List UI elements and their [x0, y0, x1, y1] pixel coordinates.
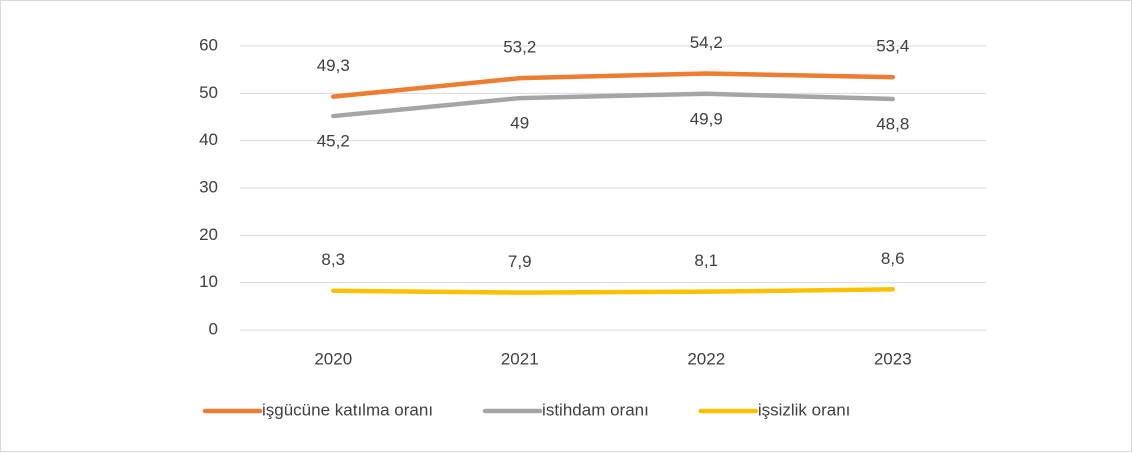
y-tick-label: 20	[199, 225, 218, 244]
x-tick-label: 2023	[874, 349, 912, 368]
series-line	[331, 91, 895, 119]
y-tick-label: 60	[199, 35, 218, 54]
data-label: 49	[510, 114, 529, 133]
y-tick-label: 0	[209, 319, 218, 338]
y-tick-label: 10	[199, 272, 218, 291]
data-label: 8,6	[881, 249, 905, 268]
y-tick-label: 50	[199, 83, 218, 102]
x-tick-label: 2020	[314, 349, 352, 368]
data-label: 45,2	[317, 132, 350, 151]
data-label: 53,4	[876, 37, 909, 56]
data-label: 49,9	[690, 109, 723, 128]
data-label: 7,9	[508, 252, 532, 271]
data-label: 54,2	[690, 33, 723, 52]
x-tick-label: 2021	[501, 349, 539, 368]
y-tick-label: 30	[199, 177, 218, 196]
legend-label: işgücüne katılma oranı	[262, 400, 433, 419]
series-line	[331, 287, 895, 295]
legend-label: işsizlik oranı	[758, 400, 851, 419]
data-label: 48,8	[876, 114, 909, 133]
series-line	[331, 71, 895, 99]
data-label: 49,3	[317, 56, 350, 75]
x-tick-label: 2022	[687, 349, 725, 368]
y-tick-label: 40	[199, 130, 218, 149]
data-label: 8,3	[321, 250, 345, 269]
legend-label: istihdam oranı	[542, 400, 649, 419]
data-label: 53,2	[503, 38, 536, 57]
data-label: 8,1	[694, 251, 718, 270]
